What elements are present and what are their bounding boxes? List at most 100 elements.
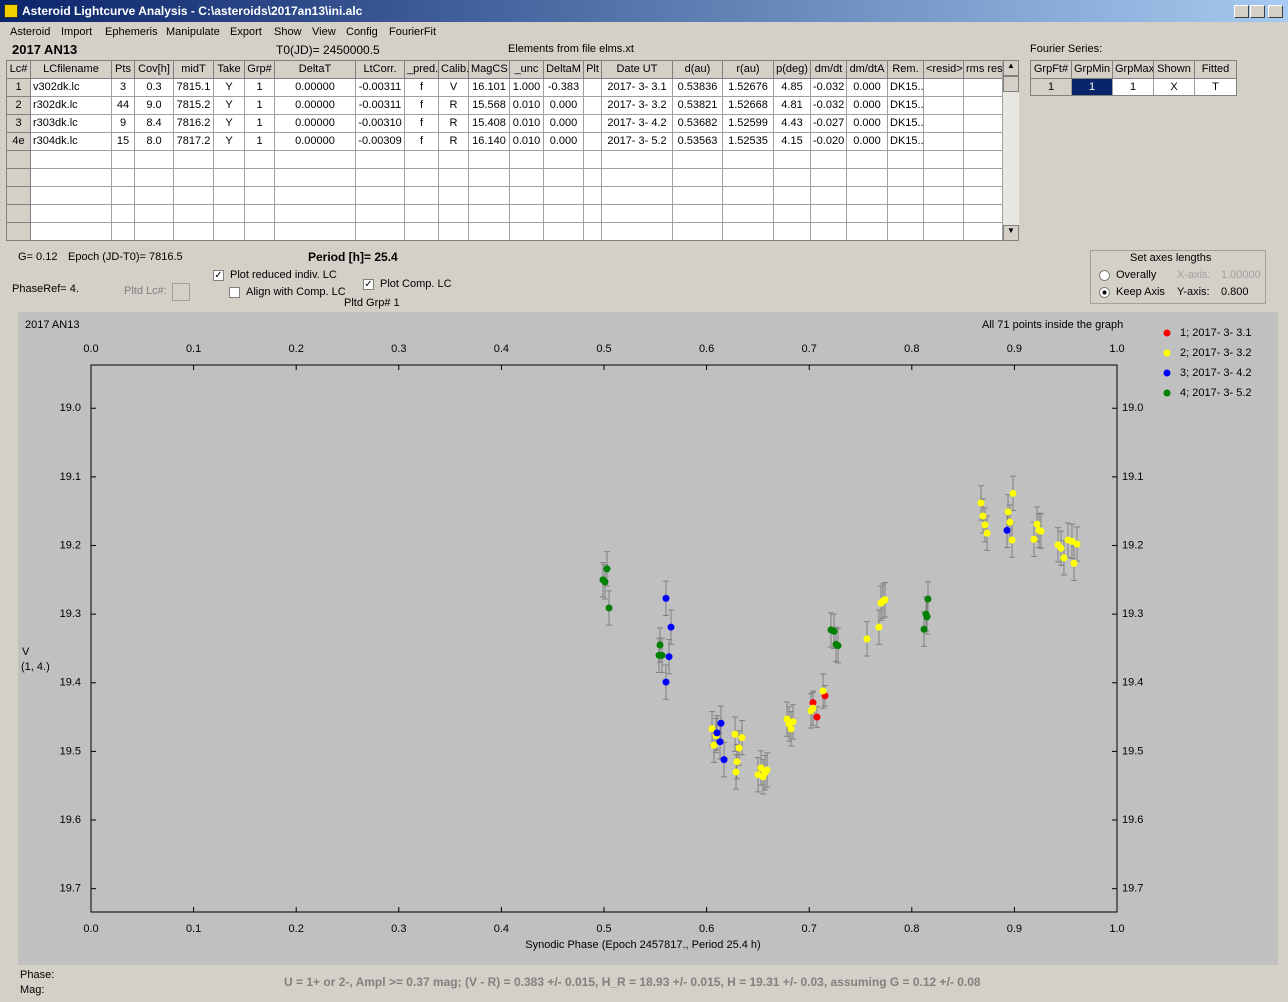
table-cell[interactable]: [174, 223, 214, 240]
table-cell[interactable]: [924, 223, 964, 240]
table-cell[interactable]: 0.000: [544, 133, 584, 151]
table-cell[interactable]: 0.010: [510, 115, 544, 133]
table-cell[interactable]: [510, 223, 544, 240]
row-header[interactable]: 3: [7, 115, 31, 133]
table-cell[interactable]: [245, 151, 275, 169]
table-cell[interactable]: [544, 205, 584, 223]
table-cell[interactable]: 3: [112, 79, 135, 97]
table-cell[interactable]: [673, 187, 723, 205]
table-cell[interactable]: [275, 151, 356, 169]
table-cell[interactable]: [405, 151, 439, 169]
table-cell[interactable]: 0.00000: [275, 97, 356, 115]
table-cell[interactable]: 0.53682: [673, 115, 723, 133]
table-cell[interactable]: 1.52668: [723, 97, 774, 115]
table-cell[interactable]: [924, 151, 964, 169]
table-cell[interactable]: f: [405, 133, 439, 151]
table-cell[interactable]: -0.020: [811, 133, 847, 151]
table-cell[interactable]: [723, 187, 774, 205]
table-cell[interactable]: DK15..: [888, 115, 924, 133]
menu-item[interactable]: Show: [274, 26, 302, 38]
table-cell[interactable]: R: [439, 115, 469, 133]
table-cell[interactable]: [31, 187, 112, 205]
table-cell[interactable]: [214, 205, 245, 223]
table-cell[interactable]: 1.000: [510, 79, 544, 97]
table-cell[interactable]: 15.408: [469, 115, 510, 133]
table-cell[interactable]: [135, 169, 174, 187]
table-cell[interactable]: [31, 223, 112, 240]
scroll-thumb[interactable]: [1003, 76, 1019, 92]
table-cell[interactable]: [888, 223, 924, 240]
table-cell[interactable]: 16.140: [469, 133, 510, 151]
table-cell[interactable]: [112, 223, 135, 240]
table-cell[interactable]: 16.101: [469, 79, 510, 97]
table-cell[interactable]: f: [405, 115, 439, 133]
table-cell[interactable]: [673, 205, 723, 223]
table-cell[interactable]: [888, 169, 924, 187]
table-cell[interactable]: Y: [214, 133, 245, 151]
table-cell[interactable]: -0.00311: [356, 97, 405, 115]
table-cell[interactable]: [584, 223, 602, 240]
table-cell[interactable]: [924, 133, 964, 151]
table-cell[interactable]: [245, 223, 275, 240]
table-cell[interactable]: [602, 169, 673, 187]
table-cell[interactable]: 0.000: [544, 97, 584, 115]
table-cell[interactable]: [31, 205, 112, 223]
table-cell[interactable]: 0.010: [510, 97, 544, 115]
table-cell[interactable]: 1.52676: [723, 79, 774, 97]
table-cell[interactable]: 1.52535: [723, 133, 774, 151]
table-cell[interactable]: [584, 97, 602, 115]
table-cell[interactable]: [356, 151, 405, 169]
table-cell[interactable]: [964, 79, 1003, 97]
row-header[interactable]: [7, 205, 31, 223]
table-cell[interactable]: [31, 169, 112, 187]
table-cell[interactable]: [964, 97, 1003, 115]
table-cell[interactable]: 4.15: [774, 133, 811, 151]
table-cell[interactable]: -0.032: [811, 79, 847, 97]
table-cell[interactable]: [924, 79, 964, 97]
y-axis-value[interactable]: 0.800: [1221, 286, 1249, 298]
table-cell[interactable]: 0.000: [847, 115, 888, 133]
table-cell[interactable]: [544, 187, 584, 205]
table-cell[interactable]: 2017- 3- 4.2: [602, 115, 673, 133]
table-cell[interactable]: DK15..: [888, 97, 924, 115]
table-cell[interactable]: [924, 97, 964, 115]
table-cell[interactable]: [964, 133, 1003, 151]
table-cell[interactable]: 4.85: [774, 79, 811, 97]
table-cell[interactable]: [811, 151, 847, 169]
row-header[interactable]: 4e: [7, 133, 31, 151]
table-cell[interactable]: -0.027: [811, 115, 847, 133]
table-cell[interactable]: 4.81: [774, 97, 811, 115]
table-cell[interactable]: [439, 223, 469, 240]
table-cell[interactable]: f: [405, 97, 439, 115]
table-cell[interactable]: 9: [112, 115, 135, 133]
menu-item[interactable]: Asteroid: [10, 26, 51, 38]
table-cell[interactable]: [356, 205, 405, 223]
table-cell[interactable]: [811, 205, 847, 223]
table-cell[interactable]: [602, 151, 673, 169]
table-cell[interactable]: [924, 115, 964, 133]
row-header[interactable]: 2: [7, 97, 31, 115]
row-header[interactable]: [7, 223, 31, 240]
table-cell[interactable]: 0.010: [510, 133, 544, 151]
table-cell[interactable]: [544, 151, 584, 169]
table-cell[interactable]: 1: [245, 133, 275, 151]
scroll-up[interactable]: ▲: [1003, 60, 1019, 76]
table-cell[interactable]: Y: [214, 79, 245, 97]
table-cell[interactable]: [584, 205, 602, 223]
table-cell[interactable]: R: [439, 133, 469, 151]
table-cell[interactable]: 44: [112, 97, 135, 115]
table-cell[interactable]: [964, 115, 1003, 133]
table-cell[interactable]: 2017- 3- 3.2: [602, 97, 673, 115]
keep-axis-radio[interactable]: [1099, 287, 1110, 298]
minimize-button[interactable]: [1234, 5, 1249, 18]
table-cell[interactable]: [275, 223, 356, 240]
table-cell[interactable]: [673, 151, 723, 169]
plot-reduced-checkbox[interactable]: ✓: [213, 270, 224, 281]
table-cell[interactable]: [847, 205, 888, 223]
table-cell[interactable]: [964, 151, 1003, 169]
table-cell[interactable]: [964, 169, 1003, 187]
table-cell[interactable]: 0.00000: [275, 133, 356, 151]
table-cell[interactable]: DK15..: [888, 79, 924, 97]
menu-item[interactable]: Export: [230, 26, 262, 38]
table-cell[interactable]: [964, 187, 1003, 205]
